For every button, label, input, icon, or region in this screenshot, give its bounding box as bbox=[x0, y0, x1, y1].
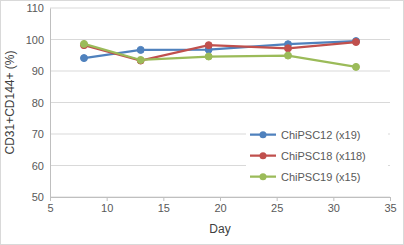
y-axis-title: CD31+CD144+ (%) bbox=[3, 50, 17, 154]
legend: ChiPSC12 (x19) ChiPSC18 (x118) ChiPSC19 (x… bbox=[246, 125, 388, 188]
legend-label: ChiPSC12 (x19) bbox=[281, 129, 360, 141]
y-tick-label: 50 bbox=[32, 191, 44, 203]
grid bbox=[50, 8, 390, 197]
y-tick: 60 bbox=[32, 160, 50, 172]
y-tick-label: 60 bbox=[32, 160, 44, 172]
y-axis: 50 60 70 80 90 100 110 bbox=[26, 2, 51, 203]
x-tick: 35 bbox=[384, 197, 396, 214]
series-marker bbox=[137, 46, 144, 53]
series-marker bbox=[205, 42, 212, 49]
y-tick-label: 90 bbox=[32, 65, 44, 77]
grid-line bbox=[50, 71, 390, 72]
legend-marker bbox=[260, 152, 267, 159]
y-tick: 110 bbox=[26, 2, 50, 14]
legend-entry: ChiPSC12 (x19) bbox=[250, 129, 360, 141]
x-tick: 15 bbox=[158, 197, 170, 214]
legend-label: ChiPSC18 (x118) bbox=[281, 150, 366, 162]
x-tick-mark bbox=[277, 197, 278, 201]
legend-marker bbox=[260, 131, 267, 138]
grid-line bbox=[50, 39, 390, 40]
x-tick-mark bbox=[163, 197, 164, 201]
x-tick-label: 15 bbox=[158, 202, 170, 214]
x-tick: 30 bbox=[328, 197, 340, 214]
x-axis: 5 10 15 20 25 30 35 bbox=[47, 197, 396, 214]
y-axis-line bbox=[50, 9, 51, 198]
x-tick: 5 bbox=[47, 197, 53, 214]
series-line bbox=[84, 44, 356, 67]
x-tick: 10 bbox=[101, 197, 113, 214]
series-marker bbox=[137, 56, 144, 63]
y-tick: 80 bbox=[32, 97, 50, 109]
series-marker bbox=[285, 52, 292, 59]
y-tick-label: 80 bbox=[32, 97, 44, 109]
y-tick: 90 bbox=[32, 65, 50, 77]
plot: 5 10 15 20 25 30 35 50 60 70 80 90 100 110 bbox=[26, 2, 397, 214]
x-axis-line bbox=[51, 198, 391, 202]
x-tick-label: 35 bbox=[384, 202, 396, 214]
series-marker bbox=[81, 40, 88, 47]
y-tick: 70 bbox=[32, 128, 50, 140]
series-group bbox=[81, 38, 360, 71]
chart-border bbox=[1, 1, 404, 245]
y-tick: 50 bbox=[32, 191, 50, 203]
x-tick-mark bbox=[107, 197, 108, 201]
series bbox=[81, 38, 360, 62]
x-tick-label: 20 bbox=[214, 202, 226, 214]
grid-line bbox=[50, 8, 390, 9]
legend-marker bbox=[260, 173, 267, 180]
series bbox=[81, 40, 360, 70]
legend-entry: ChiPSC18 (x118) bbox=[250, 150, 366, 162]
series-marker bbox=[353, 38, 360, 45]
x-tick-mark bbox=[220, 197, 221, 201]
x-tick: 20 bbox=[214, 197, 226, 214]
x-tick-mark bbox=[50, 197, 51, 201]
series-marker bbox=[205, 53, 212, 60]
x-tick-label: 25 bbox=[271, 202, 283, 214]
series-marker bbox=[353, 39, 360, 46]
series-marker bbox=[137, 57, 144, 64]
x-axis-title: Day bbox=[209, 222, 230, 236]
legend-entry: ChiPSC19 (x15) bbox=[250, 171, 360, 183]
y-tick: 100 bbox=[26, 34, 50, 46]
series-line bbox=[84, 42, 356, 61]
x-tick-label: 5 bbox=[47, 202, 53, 214]
x-tick-label: 30 bbox=[328, 202, 340, 214]
x-tick-mark bbox=[390, 197, 391, 201]
x-tick: 25 bbox=[271, 197, 283, 214]
y-tick-label: 70 bbox=[32, 128, 44, 140]
y-tick-label: 110 bbox=[26, 2, 44, 14]
legend-background bbox=[246, 125, 388, 188]
x-tick-label: 10 bbox=[101, 202, 113, 214]
series-marker bbox=[353, 63, 360, 70]
legend-label: ChiPSC19 (x15) bbox=[281, 171, 360, 183]
series-marker bbox=[285, 45, 292, 52]
x-tick-mark bbox=[333, 197, 334, 201]
series-marker bbox=[81, 55, 88, 62]
grid-line bbox=[50, 102, 390, 103]
chart: 5 10 15 20 25 30 35 50 60 70 80 90 100 110 Day CD31+CD1… bbox=[0, 0, 404, 245]
y-tick-label: 100 bbox=[26, 34, 44, 46]
